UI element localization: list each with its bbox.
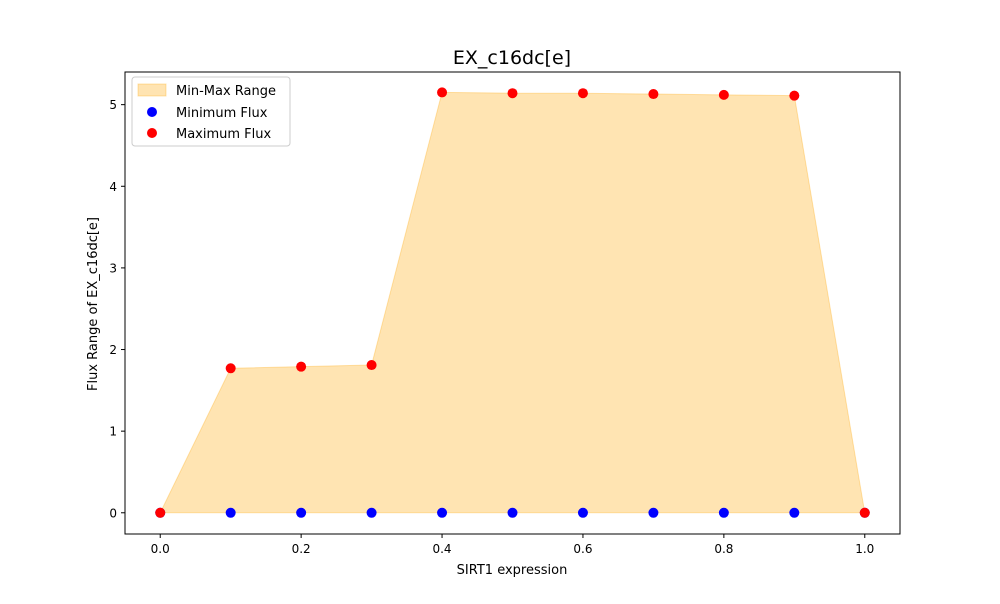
x-tick-label: 0.0 [151, 542, 170, 556]
max-flux-point [155, 507, 166, 518]
legend-label-max: Maximum Flux [176, 127, 272, 142]
max-flux-point [296, 361, 307, 372]
min-flux-point [225, 507, 236, 518]
min-flux-point [296, 507, 307, 518]
y-tick-label: 4 [109, 180, 117, 194]
min-flux-point [718, 507, 729, 518]
min-flux-point [507, 507, 518, 518]
y-tick-label: 5 [109, 98, 117, 112]
y-tick-label: 3 [109, 261, 117, 275]
legend-frame [131, 76, 291, 147]
x-axis-label: SIRT1 expression [457, 563, 568, 578]
max-flux-point [366, 360, 377, 371]
legend-marker-max [147, 128, 157, 138]
y-tick-label: 1 [109, 425, 117, 439]
max-flux-point [507, 88, 518, 99]
chart-title: EX_c16dc[e] [453, 47, 571, 69]
axes-frame [124, 71, 901, 535]
legend: Min-Max Range Minimum Flux Maximum Flux [131, 76, 291, 147]
y-axis-label: Flux Range of EX_c16dc[e] [86, 217, 101, 391]
y-tick-label: 0 [109, 506, 117, 520]
x-tick-label: 0.4 [432, 542, 451, 556]
max-flux-point [859, 507, 870, 518]
x-tick-label: 1.0 [855, 542, 874, 556]
legend-label-min: Minimum Flux [176, 106, 268, 121]
max-flux-point [718, 89, 729, 100]
min-flux-point [648, 507, 659, 518]
x-tick-label: 0.8 [714, 542, 733, 556]
x-tick-label: 0.6 [573, 542, 592, 556]
max-flux-point [437, 87, 448, 98]
max-flux-point [577, 88, 588, 99]
max-flux-point [648, 89, 659, 100]
x-ticks: 0.0 0.2 0.4 0.6 0.8 1.0 [151, 534, 874, 556]
min-flux-point [437, 507, 448, 518]
min-flux-point [789, 507, 800, 518]
min-flux-point [366, 507, 377, 518]
min-flux-point [577, 507, 588, 518]
y-tick-label: 2 [109, 343, 117, 357]
points-layer [155, 87, 870, 518]
x-tick-label: 0.2 [292, 542, 311, 556]
max-flux-point [225, 363, 236, 374]
max-flux-point [789, 90, 800, 101]
legend-label-range: Min-Max Range [176, 84, 276, 99]
legend-swatch-range [137, 83, 167, 97]
y-ticks: 0 1 2 3 4 5 [109, 98, 125, 520]
legend-marker-min [147, 107, 157, 117]
